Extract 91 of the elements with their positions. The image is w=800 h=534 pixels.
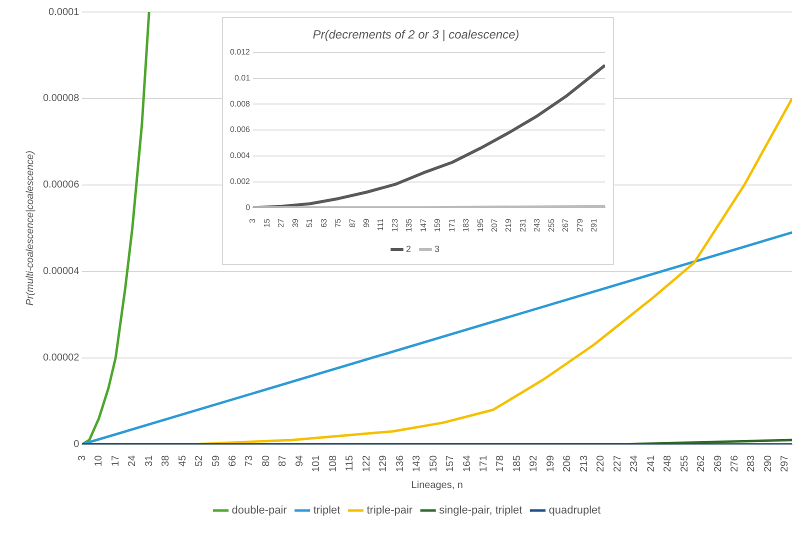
x-tick-label: 297 — [780, 454, 791, 472]
x-tick-label: 115 — [344, 454, 356, 472]
x-tick-label: 99 — [362, 218, 371, 228]
x-tick-label: 195 — [476, 218, 485, 232]
legend-label: 2 — [406, 244, 412, 254]
x-tick-label: 63 — [319, 218, 328, 228]
x-tick-label: 290 — [762, 454, 774, 472]
legend-label: single-pair, triplet — [439, 504, 522, 517]
x-tick-label: 108 — [328, 454, 339, 472]
legend-label: 3 — [434, 244, 440, 254]
x-tick-label: 51 — [305, 218, 314, 228]
x-tick-label: 101 — [311, 454, 322, 472]
y-tick-label: 0.002 — [230, 176, 251, 186]
y-tick-label: 0.01 — [234, 73, 251, 82]
y-tick-label: 0.012 — [230, 48, 251, 57]
x-tick-label: 183 — [462, 218, 471, 232]
x-tick-label: 213 — [578, 454, 590, 472]
x-tick-label: 159 — [433, 218, 442, 232]
x-tick-label: 17 — [110, 454, 122, 466]
x-tick-label: 283 — [746, 454, 758, 472]
x-tick-label: 15 — [262, 218, 272, 228]
x-tick-label: 220 — [596, 454, 607, 472]
x-tick-label: 269 — [712, 454, 724, 472]
x-tick-label: 206 — [562, 454, 574, 472]
y-tick-label: 0.004 — [230, 151, 251, 160]
legend-label: triplet — [313, 504, 340, 517]
x-tick-label: 129 — [378, 454, 390, 472]
x-tick-label: 178 — [495, 454, 506, 472]
x-tick-label: 136 — [394, 454, 406, 472]
y-tick-label: 0 — [246, 202, 251, 212]
y-tick-label: 0.00006 — [42, 180, 80, 191]
x-tick-label: 94 — [294, 454, 306, 466]
x-tick-label: 3 — [76, 454, 88, 461]
x-tick-label: 255 — [679, 454, 690, 472]
x-tick-label: 262 — [696, 454, 708, 472]
x-tick-label: 66 — [228, 454, 238, 466]
x-tick-label: 192 — [528, 454, 540, 472]
x-tick-label: 59 — [210, 454, 222, 466]
x-tick-label: 27 — [276, 218, 286, 228]
y-axis-title: Pr(multi-coalescence|coalescence) — [24, 150, 36, 306]
x-tick-label: 231 — [518, 218, 528, 232]
legend-label: quadruplet — [548, 504, 601, 517]
x-tick-label: 45 — [177, 454, 188, 466]
legend-label: double-pair — [232, 504, 288, 517]
x-tick-label: 111 — [376, 218, 386, 231]
x-tick-label: 10 — [94, 454, 105, 466]
x-tick-label: 207 — [490, 218, 499, 232]
x-tick-label: 73 — [244, 454, 256, 466]
y-tick-label: 0.00004 — [42, 266, 80, 278]
x-tick-label: 31 — [144, 454, 155, 466]
x-tick-label: 75 — [334, 218, 343, 228]
y-tick-label: 0.00008 — [42, 93, 80, 104]
x-tick-label: 185 — [512, 454, 523, 472]
y-tick-label: 0.008 — [230, 99, 251, 108]
x-tick-label: 52 — [194, 454, 206, 466]
x-tick-label: 219 — [504, 218, 514, 232]
x-tick-label: 87 — [348, 218, 357, 228]
x-tick-label: 24 — [127, 454, 138, 466]
x-tick-label: 291 — [590, 218, 599, 232]
x-axis-title: Lineages, n — [411, 480, 463, 491]
y-tick-label: 0.0001 — [48, 6, 80, 18]
chart-title: Pr(decrements of 2 or 3 | coalescence) — [312, 28, 520, 42]
x-tick-label: 123 — [390, 218, 400, 232]
x-tick-label: 267 — [561, 218, 570, 232]
x-tick-label: 234 — [629, 454, 640, 472]
x-tick-label: 3 — [248, 218, 258, 224]
x-tick-label: 38 — [160, 454, 172, 466]
x-tick-label: 243 — [532, 218, 542, 232]
x-tick-label: 147 — [418, 218, 428, 232]
x-tick-label: 279 — [575, 218, 584, 232]
y-tick-label: 0 — [74, 439, 80, 450]
y-tick-label: 0.00002 — [42, 352, 80, 364]
legend-label: triple-pair — [366, 504, 413, 517]
x-tick-label: 171 — [447, 218, 456, 232]
x-tick-label: 143 — [412, 454, 423, 472]
x-tick-label: 171 — [478, 454, 490, 472]
x-tick-label: 80 — [260, 454, 272, 466]
y-tick-label: 0.006 — [230, 125, 251, 134]
x-tick-label: 241 — [646, 454, 657, 472]
x-tick-label: 87 — [278, 454, 289, 466]
x-tick-label: 227 — [612, 454, 624, 472]
x-tick-label: 39 — [290, 218, 300, 228]
x-tick-label: 157 — [445, 454, 456, 472]
x-tick-label: 135 — [404, 218, 414, 232]
x-tick-label: 122 — [361, 454, 372, 472]
x-tick-label: 150 — [428, 454, 440, 472]
x-tick-label: 248 — [662, 454, 674, 472]
x-tick-label: 199 — [545, 454, 556, 472]
x-tick-label: 276 — [730, 454, 741, 472]
x-tick-label: 255 — [546, 218, 556, 232]
x-tick-label: 164 — [462, 454, 473, 472]
